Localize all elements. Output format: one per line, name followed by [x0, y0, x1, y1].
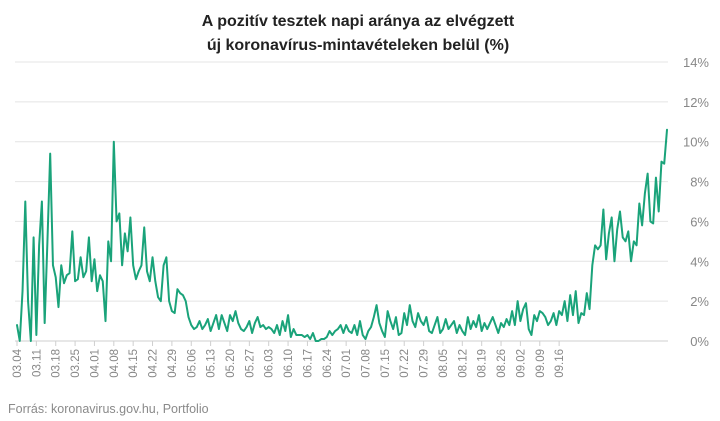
x-tick-label: 03.25 — [70, 349, 82, 378]
y-tick-label: 0% — [690, 334, 709, 349]
y-tick-label: 10% — [683, 135, 709, 150]
x-tick-label: 07.01 — [341, 349, 353, 378]
x-axis-tick-labels: 03.04 03.11 03.18 03.25 04.01 04.08 04.15 04.22… — [12, 341, 566, 378]
x-tick-label: 08.26 — [496, 349, 508, 378]
x-tick-label: 03.04 — [12, 348, 24, 377]
x-tick-label: 08.19 — [477, 349, 489, 378]
positive-rate-line — [16, 128, 668, 342]
x-tick-label: 09.09 — [535, 349, 547, 378]
x-tick-label: 09.02 — [515, 349, 527, 378]
x-tick-label: 04.01 — [89, 349, 101, 378]
x-tick-label: 07.22 — [399, 349, 411, 378]
x-tick-label: 06.10 — [283, 349, 295, 378]
x-tick-label: 09.16 — [554, 349, 566, 378]
x-tick-label: 06.24 — [322, 348, 334, 377]
x-tick-label: 03.18 — [51, 349, 63, 378]
chart-title-line-1: A pozitív tesztek napi aránya az elvégze… — [202, 13, 515, 30]
y-tick-label: 6% — [690, 214, 709, 229]
x-tick-label: 05.06 — [186, 349, 198, 378]
x-tick-label: 06.03 — [264, 349, 276, 378]
x-tick-label: 05.20 — [225, 349, 237, 378]
y-tick-label: 12% — [683, 95, 709, 110]
x-tick-label: 08.05 — [438, 349, 450, 378]
y-tick-label: 2% — [690, 294, 709, 309]
x-tick-label: 07.15 — [380, 349, 392, 378]
y-tick-label: 4% — [690, 254, 709, 269]
x-tick-label: 03.11 — [31, 349, 43, 377]
y-axis-tick-labels: 0% 2% 4% 6% 8% 10% 12% 14% — [683, 55, 709, 349]
y-tick-label: 8% — [690, 175, 709, 190]
x-tick-label: 07.29 — [419, 349, 431, 378]
x-tick-label: 04.29 — [167, 349, 179, 378]
gridlines — [15, 61, 668, 302]
x-tick-label: 04.08 — [109, 349, 121, 378]
x-tick-label: 08.12 — [457, 349, 469, 378]
x-tick-label: 06.17 — [302, 349, 314, 378]
chart-title-line-2: új koronavírus-mintavételeken belül (%) — [207, 37, 509, 54]
x-tick-label: 05.27 — [244, 349, 256, 378]
y-tick-label: 14% — [683, 55, 709, 70]
source-note: Forrás: koronavirus.gov.hu, Portfolio — [8, 402, 209, 416]
x-tick-label: 07.08 — [361, 349, 373, 378]
x-tick-label: 04.22 — [148, 349, 160, 378]
x-tick-label: 05.13 — [206, 349, 218, 378]
x-tick-label: 04.15 — [128, 349, 140, 378]
